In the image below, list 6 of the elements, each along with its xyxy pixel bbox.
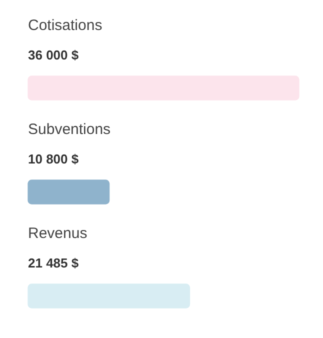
data-label: 21 485 $ [28,256,80,271]
data-label: 36 000 $ [28,48,80,63]
y-tick-label: Revenus [28,225,88,242]
y-tick-label: Subventions [28,121,111,138]
data-label: 10 800 $ [28,152,80,167]
y-tick-label: Cotisations [28,17,102,34]
